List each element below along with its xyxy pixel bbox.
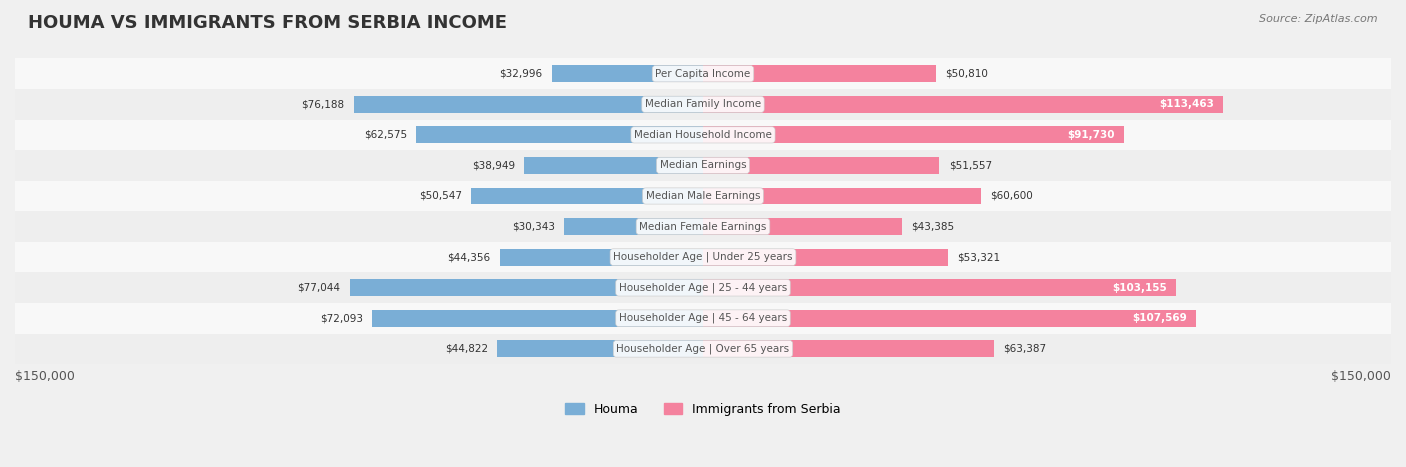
Bar (15, 303, 1391, 333)
Bar (703, 127, 1123, 143)
Bar (15, 58, 1391, 89)
Text: $44,356: $44,356 (447, 252, 491, 262)
Text: $72,093: $72,093 (321, 313, 363, 323)
Bar (703, 188, 981, 205)
Text: $53,321: $53,321 (956, 252, 1000, 262)
Text: $76,188: $76,188 (301, 99, 344, 109)
Bar (703, 310, 1197, 326)
Text: $77,044: $77,044 (298, 283, 340, 293)
Text: Median Male Earnings: Median Male Earnings (645, 191, 761, 201)
Text: Householder Age | 45 - 64 years: Householder Age | 45 - 64 years (619, 313, 787, 324)
Bar (350, 279, 703, 296)
Bar (703, 65, 936, 82)
Text: $30,343: $30,343 (512, 221, 554, 232)
Bar (703, 340, 994, 357)
Text: $150,000: $150,000 (1331, 369, 1391, 382)
Text: $113,463: $113,463 (1160, 99, 1215, 109)
Text: Per Capita Income: Per Capita Income (655, 69, 751, 79)
Bar (564, 218, 703, 235)
Bar (703, 279, 1177, 296)
Bar (15, 120, 1391, 150)
Text: $50,810: $50,810 (945, 69, 988, 79)
Text: $51,557: $51,557 (949, 161, 991, 170)
Bar (524, 157, 703, 174)
Bar (15, 181, 1391, 211)
Text: $50,547: $50,547 (419, 191, 463, 201)
Text: Source: ZipAtlas.com: Source: ZipAtlas.com (1260, 14, 1378, 24)
Text: $91,730: $91,730 (1067, 130, 1115, 140)
Text: $107,569: $107,569 (1132, 313, 1187, 323)
Bar (471, 188, 703, 205)
Bar (15, 272, 1391, 303)
Bar (15, 150, 1391, 181)
Text: Householder Age | Over 65 years: Householder Age | Over 65 years (616, 344, 790, 354)
Bar (498, 340, 703, 357)
Text: Median Earnings: Median Earnings (659, 161, 747, 170)
Bar (15, 89, 1391, 120)
Text: Householder Age | Under 25 years: Householder Age | Under 25 years (613, 252, 793, 262)
Bar (703, 218, 903, 235)
Text: $103,155: $103,155 (1112, 283, 1167, 293)
Text: $62,575: $62,575 (364, 130, 406, 140)
Bar (15, 211, 1391, 242)
Text: $38,949: $38,949 (472, 161, 515, 170)
Text: $150,000: $150,000 (15, 369, 75, 382)
Bar (551, 65, 703, 82)
Bar (15, 333, 1391, 364)
Bar (703, 249, 948, 266)
Bar (703, 96, 1223, 113)
Text: $32,996: $32,996 (499, 69, 543, 79)
Text: Householder Age | 25 - 44 years: Householder Age | 25 - 44 years (619, 283, 787, 293)
Bar (416, 127, 703, 143)
Text: $60,600: $60,600 (990, 191, 1033, 201)
Bar (373, 310, 703, 326)
Text: $44,822: $44,822 (446, 344, 488, 354)
Legend: Houma, Immigrants from Serbia: Houma, Immigrants from Serbia (560, 398, 846, 421)
Text: Median Family Income: Median Family Income (645, 99, 761, 109)
Text: Median Household Income: Median Household Income (634, 130, 772, 140)
Text: $63,387: $63,387 (1002, 344, 1046, 354)
Bar (353, 96, 703, 113)
Text: $43,385: $43,385 (911, 221, 955, 232)
Bar (15, 242, 1391, 272)
Bar (499, 249, 703, 266)
Bar (703, 157, 939, 174)
Text: HOUMA VS IMMIGRANTS FROM SERBIA INCOME: HOUMA VS IMMIGRANTS FROM SERBIA INCOME (28, 14, 508, 32)
Text: Median Female Earnings: Median Female Earnings (640, 221, 766, 232)
